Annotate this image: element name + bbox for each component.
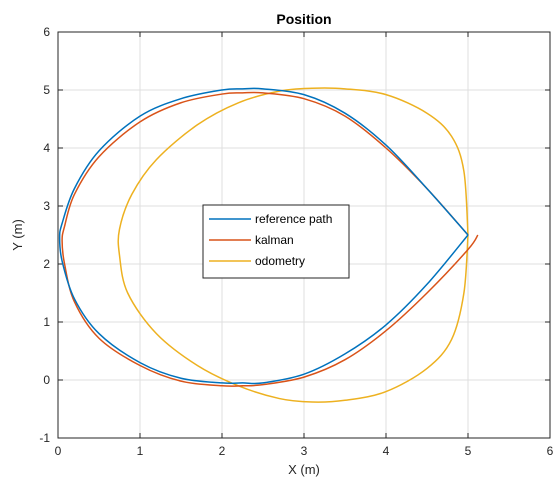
x-tick-label: 3	[301, 444, 308, 458]
y-tick-label: 2	[43, 257, 50, 271]
series-line-reference-path	[58, 87, 469, 385]
series-lines	[58, 87, 479, 403]
series-line-kalman	[61, 91, 479, 387]
y-tick-label: 3	[43, 199, 50, 213]
series-line-odometry	[117, 87, 469, 403]
legend-label: kalman	[255, 233, 294, 247]
axis-ticks: 0 1 2 3 4 5 6 -1 0 1 2 3 4 5 6	[39, 25, 553, 458]
legend-label: odometry	[255, 254, 305, 268]
x-tick-label: 1	[137, 444, 144, 458]
x-tick-label: 2	[219, 444, 226, 458]
x-tick-label: 5	[465, 444, 472, 458]
x-tick-label: 0	[55, 444, 62, 458]
y-tick-label: 0	[43, 373, 50, 387]
y-tick-label: 5	[43, 83, 50, 97]
x-tick-label: 4	[383, 444, 390, 458]
y-tick-label: 1	[43, 315, 50, 329]
y-tick-label: 4	[43, 141, 50, 155]
y-tick-label: -1	[39, 431, 50, 445]
legend-label: reference path	[255, 212, 332, 226]
y-tick-label: 6	[43, 25, 50, 39]
chart-title: Position	[276, 11, 331, 27]
x-tick-label: 6	[547, 444, 554, 458]
y-axis-label: Y (m)	[10, 219, 25, 251]
legend: reference path kalman odometry	[202, 204, 350, 279]
x-axis-label: X (m)	[288, 462, 320, 477]
legend-box	[202, 204, 350, 279]
